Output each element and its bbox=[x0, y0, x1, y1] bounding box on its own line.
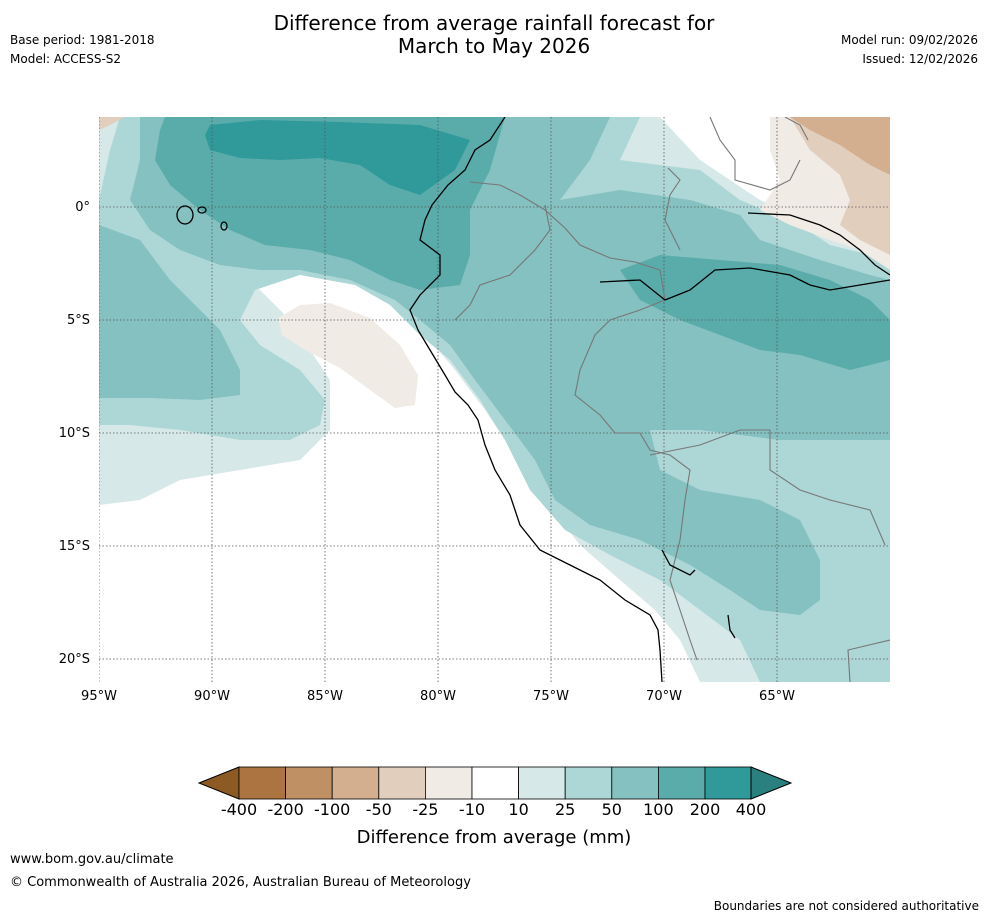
coastline bbox=[176, 117, 890, 682]
lat-label-5s: 5°S bbox=[66, 313, 90, 328]
contour-dry-ocean bbox=[278, 303, 418, 408]
model-run-label: Model run: 09/02/2026 bbox=[840, 33, 978, 47]
lon-label-80w: 80°W bbox=[420, 689, 456, 704]
colorbar-extend-low bbox=[197, 766, 240, 800]
lat-label-15s: 15°S bbox=[58, 539, 90, 554]
colorbar-bin-3 bbox=[331, 766, 380, 800]
lat-label-0: 0° bbox=[75, 200, 90, 215]
contour-dry-northwest bbox=[99, 117, 125, 130]
colorbar-label: -200 bbox=[267, 800, 304, 819]
chart-title: Difference from average rainfall forecas… bbox=[0, 12, 988, 58]
lon-label-95w: 95°W bbox=[81, 689, 117, 704]
country-borders bbox=[454, 117, 890, 682]
colorbar-bin-10 bbox=[658, 766, 706, 800]
graticule bbox=[99, 117, 890, 682]
colorbar-label: -25 bbox=[412, 800, 439, 819]
boundary-disclaimer: Boundaries are not considered authoritat… bbox=[713, 899, 979, 913]
colorbar-bin-4 bbox=[378, 766, 426, 800]
colorbar-label: 25 bbox=[555, 800, 576, 819]
lon-label-85w: 85°W bbox=[307, 689, 343, 704]
lon-label-65w: 65°W bbox=[759, 689, 795, 704]
website-link[interactable]: www.bom.gov.au/climate bbox=[10, 852, 174, 867]
colorbar-label: -400 bbox=[220, 800, 258, 819]
colorbar-bin-5 bbox=[424, 766, 473, 800]
colorbar bbox=[197, 766, 793, 800]
colorbar-label: -100 bbox=[314, 800, 351, 819]
colorbar-label: 400 bbox=[735, 800, 767, 819]
colorbar-title: Difference from average (mm) bbox=[356, 827, 632, 848]
colorbar-bin-8 bbox=[564, 766, 613, 800]
colorbar-bin-11 bbox=[704, 766, 752, 800]
contour-200-400 bbox=[205, 120, 470, 195]
lat-label-10s: 10°S bbox=[58, 426, 90, 441]
lon-label-75w: 75°W bbox=[533, 689, 569, 704]
contour-100-200-east bbox=[620, 255, 890, 370]
title-line-1: Difference from average rainfall forecas… bbox=[273, 11, 715, 35]
colorbar-extend-high bbox=[750, 766, 793, 800]
lat-label-20s: 20°S bbox=[58, 652, 90, 667]
colorbar-bin-7 bbox=[518, 766, 566, 800]
colorbar-label: 10 bbox=[508, 800, 529, 819]
map-contours bbox=[99, 117, 890, 682]
colorbar-bin-6 bbox=[471, 766, 519, 800]
lon-label-70w: 70°W bbox=[646, 689, 682, 704]
colorbar-label: -10 bbox=[458, 800, 486, 819]
lon-label-90w: 90°W bbox=[194, 689, 230, 704]
contour-dry-northeast-3 bbox=[790, 117, 890, 175]
issued-label: Issued: 12/02/2026 bbox=[862, 52, 978, 66]
base-period-label: Base period: 1981-2018 bbox=[10, 33, 155, 47]
colorbar-bin-2 bbox=[285, 766, 333, 800]
colorbar-label: 200 bbox=[689, 800, 721, 819]
colorbar-label: 100 bbox=[643, 800, 674, 819]
contour-50-100-west bbox=[99, 225, 240, 400]
colorbar-bin-9 bbox=[611, 766, 659, 800]
colorbar-bin-1 bbox=[238, 766, 286, 800]
copyright-notice: © Commonwealth of Australia 2026, Austra… bbox=[10, 875, 471, 890]
model-label: Model: ACCESS-S2 bbox=[10, 52, 122, 66]
colorbar-label: 50 bbox=[601, 800, 622, 819]
colorbar-label: -50 bbox=[365, 800, 392, 819]
title-line-2: March to May 2026 bbox=[397, 34, 591, 58]
